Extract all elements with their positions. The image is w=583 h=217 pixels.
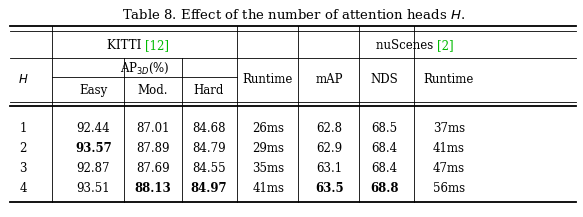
Text: mAP: mAP	[315, 73, 343, 86]
Text: 87.89: 87.89	[136, 142, 170, 155]
Text: nuScenes: nuScenes	[376, 39, 437, 52]
Text: 35ms: 35ms	[252, 162, 285, 175]
Text: 84.55: 84.55	[192, 162, 226, 175]
Text: 87.69: 87.69	[136, 162, 170, 175]
Text: 26ms: 26ms	[252, 122, 284, 135]
Text: 84.79: 84.79	[192, 142, 226, 155]
Text: Runtime: Runtime	[243, 73, 293, 86]
Text: 92.87: 92.87	[76, 162, 110, 175]
Text: 63.1: 63.1	[317, 162, 342, 175]
Text: 29ms: 29ms	[252, 142, 284, 155]
Text: 63.5: 63.5	[315, 182, 344, 195]
Text: KITTI: KITTI	[107, 39, 145, 52]
Text: 93.57: 93.57	[75, 142, 112, 155]
Text: 93.51: 93.51	[76, 182, 110, 195]
Text: 68.4: 68.4	[372, 142, 398, 155]
Text: 92.44: 92.44	[76, 122, 110, 135]
Text: 88.13: 88.13	[134, 182, 171, 195]
Text: NDS: NDS	[371, 73, 399, 86]
Text: Table 8. Effect of the number of attention heads $H$.: Table 8. Effect of the number of attenti…	[122, 8, 465, 22]
Text: [2]: [2]	[437, 39, 454, 52]
Text: 56ms: 56ms	[433, 182, 465, 195]
Text: 87.01: 87.01	[136, 122, 170, 135]
Text: 2: 2	[20, 142, 27, 155]
Text: 62.8: 62.8	[317, 122, 342, 135]
Text: Hard: Hard	[194, 84, 224, 97]
Text: 68.4: 68.4	[372, 162, 398, 175]
Text: 4: 4	[20, 182, 27, 195]
Text: 84.97: 84.97	[191, 182, 227, 195]
Text: 68.8: 68.8	[371, 182, 399, 195]
Text: $H$: $H$	[18, 73, 29, 86]
Text: 3: 3	[20, 162, 27, 175]
Text: [12]: [12]	[145, 39, 169, 52]
Text: Easy: Easy	[79, 84, 107, 97]
Text: 41ms: 41ms	[433, 142, 465, 155]
Text: 1: 1	[20, 122, 27, 135]
Text: 84.68: 84.68	[192, 122, 226, 135]
Text: Mod.: Mod.	[138, 84, 168, 97]
Text: 37ms: 37ms	[433, 122, 465, 135]
Text: 47ms: 47ms	[433, 162, 465, 175]
Text: 68.5: 68.5	[372, 122, 398, 135]
Text: 41ms: 41ms	[252, 182, 284, 195]
Text: AP$_{3D}$(%): AP$_{3D}$(%)	[120, 61, 170, 76]
Text: 62.9: 62.9	[317, 142, 342, 155]
Text: Runtime: Runtime	[424, 73, 474, 86]
